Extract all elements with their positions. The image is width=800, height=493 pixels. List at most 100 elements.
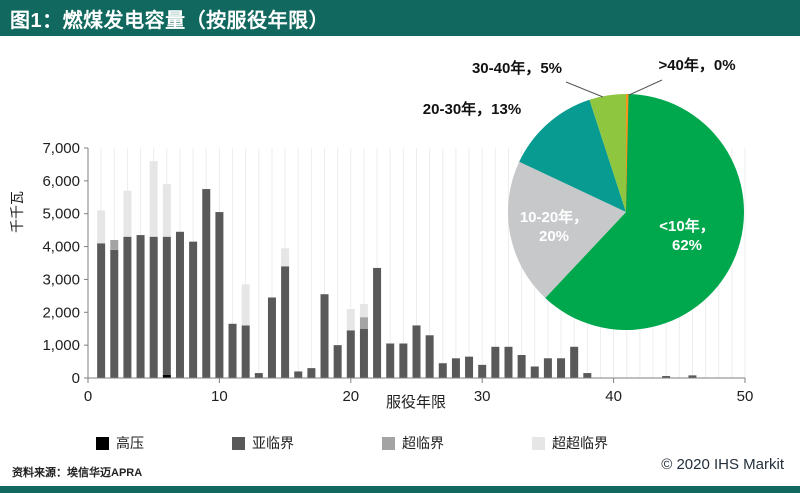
bar-segment	[373, 267, 382, 378]
bar-segment	[478, 364, 487, 378]
bar-segment	[162, 374, 171, 378]
bar-segment	[281, 248, 290, 267]
pie-leader-line	[565, 81, 604, 98]
bar-segment	[583, 373, 592, 378]
axes	[84, 147, 746, 383]
bar-segment	[438, 363, 447, 378]
y-tick-label: 2,000	[42, 304, 80, 321]
x-tick-label: 0	[84, 388, 92, 405]
legend-label: 亚临界	[252, 435, 294, 451]
legend: 高压 亚临界 超临界 超超临界	[96, 433, 608, 453]
bar-segment	[320, 294, 329, 378]
bar-segment	[570, 346, 579, 378]
bar-segment	[307, 368, 316, 378]
x-axis-title: 服役年限	[386, 394, 446, 411]
gridlines	[100, 148, 746, 378]
bar-segment	[267, 297, 276, 378]
bar-segment	[491, 346, 500, 378]
pie-outer-label: 20-30年，13%	[423, 100, 521, 118]
y-tick-label: 5,000	[42, 206, 80, 223]
bar-segment	[517, 355, 526, 378]
copyright: © 2020 IHS Markit	[661, 456, 784, 473]
pie-leader-line	[628, 79, 663, 96]
y-tick-label: 6,000	[42, 173, 80, 190]
y-axis-title: 千千瓦	[9, 191, 25, 233]
bar-segment	[175, 231, 184, 378]
bar-segment	[346, 309, 355, 331]
bar-segment	[465, 356, 474, 378]
bottom-accent-bar	[0, 486, 800, 493]
y-tick-label: 0	[72, 370, 80, 387]
bar-segment	[110, 249, 119, 378]
bar-segment	[110, 240, 119, 250]
bar-segment	[359, 317, 368, 329]
bar-segment	[543, 358, 552, 378]
bar-segment	[425, 335, 434, 378]
figure-title-bar: 图1：燃煤发电容量（按服役年限）	[0, 0, 800, 36]
bar-series	[97, 161, 697, 378]
legend-item: 高压	[96, 433, 144, 453]
legend-swatch	[232, 436, 245, 450]
legend-item: 亚临界	[232, 433, 294, 453]
bar-segment	[346, 330, 355, 378]
y-tick-label: 3,000	[42, 271, 80, 288]
bar-segment	[123, 190, 132, 237]
bar-segment	[359, 328, 368, 378]
legend-swatch	[96, 436, 109, 450]
y-tick-label: 4,000	[42, 239, 80, 256]
legend-label: 超超临界	[552, 435, 608, 451]
bar-segment	[123, 236, 132, 378]
bar-segment	[97, 243, 106, 378]
bar-segment	[162, 236, 171, 375]
bar-segment	[136, 235, 145, 378]
bar-segment	[215, 212, 224, 378]
bar-segment	[359, 304, 368, 318]
pie-slice-30-40年	[589, 94, 626, 212]
legend-swatch	[382, 436, 395, 450]
bar-segment	[688, 375, 697, 378]
pie-inner-label: <10年， 62%	[659, 217, 714, 254]
pie-slice-<10年	[545, 94, 744, 330]
x-tick-label: 40	[605, 388, 622, 405]
bar-segment	[189, 241, 198, 378]
legend-label: 高压	[116, 435, 144, 451]
x-tick-label: 30	[474, 388, 491, 405]
legend-swatch	[532, 436, 545, 450]
pie-outer-label: >40年，0%	[658, 56, 735, 74]
bar-segment	[386, 343, 395, 378]
pie-labels: <10年， 62% 10-20年， 20% 20-30年，13% 30-40年，5% >40…	[423, 56, 736, 254]
y-tick-label: 7,000	[42, 140, 80, 157]
legend-label: 超临界	[402, 435, 444, 451]
bar-segment	[530, 366, 539, 378]
pie-inner-label: 10-20年， 20%	[520, 208, 588, 245]
legend-item: 超超临界	[532, 433, 608, 453]
source-note: 资料来源：埃信华迈APRA	[12, 467, 143, 479]
x-tick-label: 50	[737, 388, 754, 405]
x-tick-label: 10	[211, 388, 228, 405]
bar-segment	[241, 325, 250, 378]
pie-leader-lines	[565, 79, 663, 98]
bar-segment	[557, 358, 566, 378]
y-tick-label: 1,000	[42, 337, 80, 354]
bar-segment	[333, 345, 342, 378]
bar-segment	[451, 358, 460, 378]
bar-segment	[504, 346, 513, 378]
bar-segment	[241, 284, 250, 326]
axis-tick-labels: 0 1,000 2,000 3,000 4,000 5,000 6,000 7,000 0 10 2…	[42, 140, 753, 405]
pie-outer-label: 30-40年，5%	[472, 59, 562, 77]
bar-segment	[97, 210, 106, 244]
x-tick-label: 20	[342, 388, 359, 405]
pie-slice-20-30年	[519, 99, 626, 212]
pie-slice-10-20年	[507, 161, 626, 298]
bar-segment	[399, 343, 408, 378]
bar-segment	[162, 184, 171, 237]
bar-segment	[202, 189, 211, 378]
legend-item: 超临界	[382, 433, 444, 453]
figure-title: 图1：燃煤发电容量（按服役年限）	[10, 9, 330, 32]
bar-segment	[662, 376, 671, 378]
pie-slices	[507, 93, 744, 330]
bar-segment	[228, 323, 237, 378]
